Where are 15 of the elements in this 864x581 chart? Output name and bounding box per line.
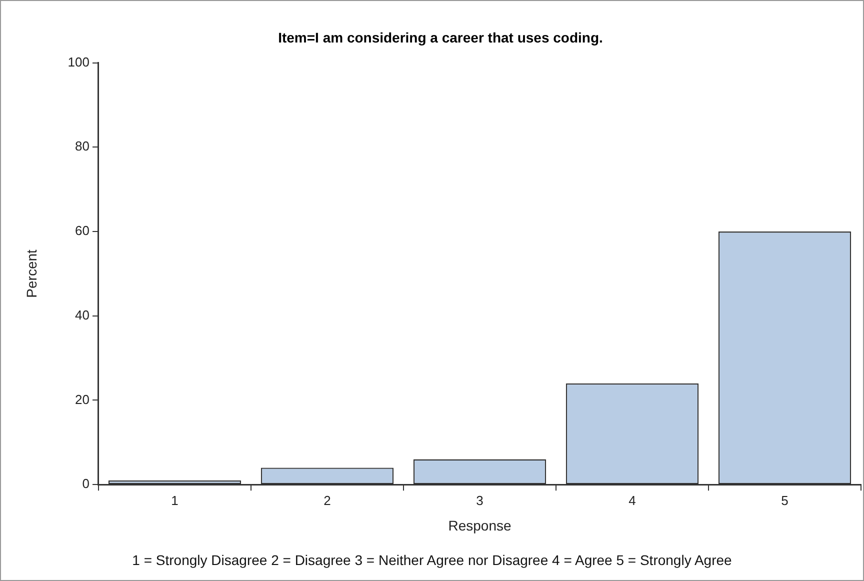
x-tick-label: 2 <box>324 492 331 508</box>
chart-title: Item=I am considering a career that uses coding. <box>278 29 603 46</box>
y-tick-label: 0 <box>82 476 90 492</box>
y-tick-label: 80 <box>75 138 90 154</box>
x-tick-label: 4 <box>628 492 636 508</box>
y-tick-label: 60 <box>75 223 90 238</box>
y-tick-label: 100 <box>68 54 90 70</box>
x-tick-label: 5 <box>781 492 788 508</box>
x-tick-label: 1 <box>171 492 178 508</box>
text: 1 = Strongly Disagree 2 = Disagree 3 = Neither Agree nor Disagree 4 = Agree 5 = Strongly Agree <box>131 552 733 568</box>
y-axis-title: Percent <box>23 249 40 298</box>
x-axis-title: Response <box>448 517 512 534</box>
y-tick-label: 40 <box>75 307 90 322</box>
x-tick-label: 3 <box>476 492 484 508</box>
y-tick-label: 20 <box>75 392 90 407</box>
